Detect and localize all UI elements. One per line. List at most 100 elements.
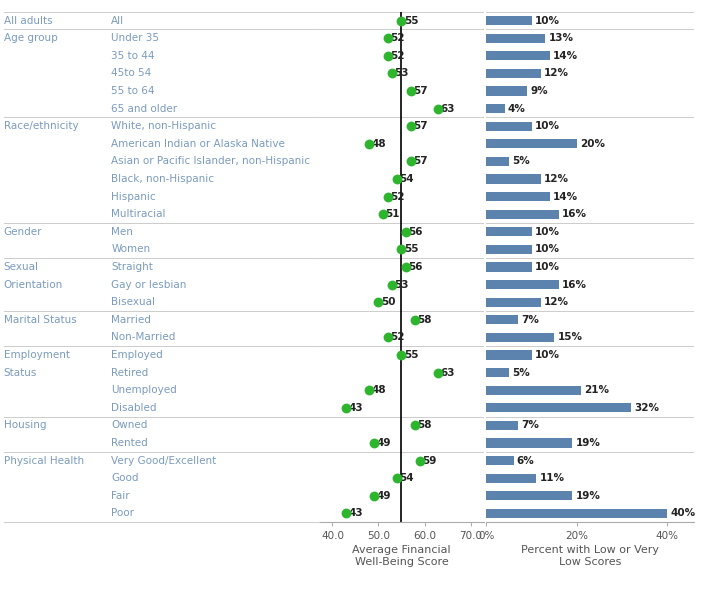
Text: 59: 59 bbox=[422, 455, 436, 466]
Point bbox=[433, 368, 444, 377]
Text: 7%: 7% bbox=[521, 420, 539, 430]
Point bbox=[405, 86, 417, 96]
Point bbox=[368, 438, 379, 448]
Text: Employment: Employment bbox=[4, 350, 70, 360]
Text: Women: Women bbox=[111, 244, 150, 254]
Bar bbox=[486, 509, 668, 518]
Text: 55: 55 bbox=[404, 244, 418, 254]
Text: 19%: 19% bbox=[575, 438, 601, 448]
Text: 11%: 11% bbox=[539, 473, 564, 483]
Bar bbox=[486, 263, 532, 271]
Bar bbox=[486, 456, 513, 465]
Text: 56: 56 bbox=[408, 227, 423, 237]
Bar bbox=[486, 104, 505, 113]
Text: 53: 53 bbox=[395, 68, 409, 78]
Text: Marital Status: Marital Status bbox=[4, 315, 76, 324]
Bar bbox=[486, 16, 532, 25]
Text: 14%: 14% bbox=[553, 51, 578, 61]
Text: Very Good/Excellent: Very Good/Excellent bbox=[111, 455, 216, 466]
Bar bbox=[486, 474, 537, 483]
Text: 52: 52 bbox=[390, 332, 405, 342]
Text: Gay or lesbian: Gay or lesbian bbox=[111, 280, 187, 290]
X-axis label: Average Financial
Well-Being Score: Average Financial Well-Being Score bbox=[352, 545, 450, 567]
Text: 45to 54: 45to 54 bbox=[111, 68, 152, 78]
Text: 63: 63 bbox=[441, 368, 455, 378]
Text: 63: 63 bbox=[441, 104, 455, 114]
Text: 9%: 9% bbox=[530, 86, 548, 96]
Bar bbox=[486, 315, 518, 324]
Text: Married: Married bbox=[111, 315, 152, 324]
Text: 57: 57 bbox=[413, 121, 428, 131]
Point bbox=[341, 403, 352, 412]
Text: Rented: Rented bbox=[111, 438, 148, 448]
Text: 57: 57 bbox=[413, 86, 428, 96]
Text: Race/ethnicity: Race/ethnicity bbox=[4, 121, 78, 131]
Point bbox=[400, 227, 412, 237]
Text: 10%: 10% bbox=[535, 121, 560, 131]
Text: Age group: Age group bbox=[4, 33, 57, 43]
Text: 54: 54 bbox=[399, 473, 414, 483]
Text: All: All bbox=[111, 15, 125, 25]
Text: Employed: Employed bbox=[111, 350, 163, 360]
Text: Good: Good bbox=[111, 473, 139, 483]
Bar bbox=[486, 69, 541, 78]
Bar bbox=[486, 245, 532, 254]
Bar bbox=[486, 297, 541, 307]
Point bbox=[405, 157, 417, 166]
Bar bbox=[486, 280, 559, 289]
Point bbox=[400, 262, 412, 271]
Text: 53: 53 bbox=[395, 280, 409, 290]
Point bbox=[415, 456, 426, 466]
Point bbox=[391, 473, 403, 483]
Text: Owned: Owned bbox=[111, 420, 148, 430]
Text: 7%: 7% bbox=[521, 315, 539, 324]
Text: 10%: 10% bbox=[535, 15, 560, 25]
Text: 13%: 13% bbox=[548, 33, 573, 43]
Text: 15%: 15% bbox=[558, 332, 582, 342]
Text: Black, non-Hispanic: Black, non-Hispanic bbox=[111, 174, 214, 184]
Text: 19%: 19% bbox=[575, 491, 601, 501]
Bar bbox=[486, 209, 559, 219]
Text: 32%: 32% bbox=[634, 403, 659, 413]
Text: 10%: 10% bbox=[535, 350, 560, 360]
Text: 43: 43 bbox=[348, 403, 363, 413]
Text: 16%: 16% bbox=[562, 280, 587, 290]
Point bbox=[373, 297, 384, 307]
Text: Straight: Straight bbox=[111, 262, 153, 272]
Text: Physical Health: Physical Health bbox=[4, 455, 84, 466]
Bar bbox=[486, 192, 550, 201]
Bar bbox=[486, 403, 631, 412]
Text: Sexual: Sexual bbox=[4, 262, 39, 272]
Bar bbox=[486, 421, 518, 430]
Text: Men: Men bbox=[111, 227, 133, 237]
Text: 10%: 10% bbox=[535, 262, 560, 272]
Text: 48: 48 bbox=[372, 385, 386, 395]
Bar bbox=[486, 350, 532, 359]
Bar bbox=[486, 491, 572, 500]
Text: 49: 49 bbox=[376, 438, 391, 448]
Text: Disabled: Disabled bbox=[111, 403, 157, 413]
Text: Bisexual: Bisexual bbox=[111, 297, 155, 307]
Text: 52: 52 bbox=[390, 33, 405, 43]
Bar bbox=[486, 122, 532, 131]
Point bbox=[368, 491, 379, 500]
Text: Status: Status bbox=[4, 368, 37, 378]
Text: Orientation: Orientation bbox=[4, 280, 63, 290]
Text: Fair: Fair bbox=[111, 491, 130, 501]
Text: 10%: 10% bbox=[535, 244, 560, 254]
Bar bbox=[486, 438, 572, 448]
Text: Hispanic: Hispanic bbox=[111, 192, 156, 202]
Text: 56: 56 bbox=[408, 262, 423, 272]
Text: All adults: All adults bbox=[4, 15, 52, 25]
Text: White, non-Hispanic: White, non-Hispanic bbox=[111, 121, 216, 131]
Text: 52: 52 bbox=[390, 51, 405, 61]
Text: American Indian or Alaska Native: American Indian or Alaska Native bbox=[111, 139, 286, 149]
Text: 12%: 12% bbox=[544, 297, 569, 307]
Text: 55: 55 bbox=[404, 350, 418, 360]
Point bbox=[386, 68, 398, 78]
Point bbox=[391, 174, 403, 183]
Text: 50: 50 bbox=[381, 297, 396, 307]
Text: Gender: Gender bbox=[4, 227, 42, 237]
Bar bbox=[486, 157, 509, 166]
Text: 12%: 12% bbox=[544, 68, 569, 78]
